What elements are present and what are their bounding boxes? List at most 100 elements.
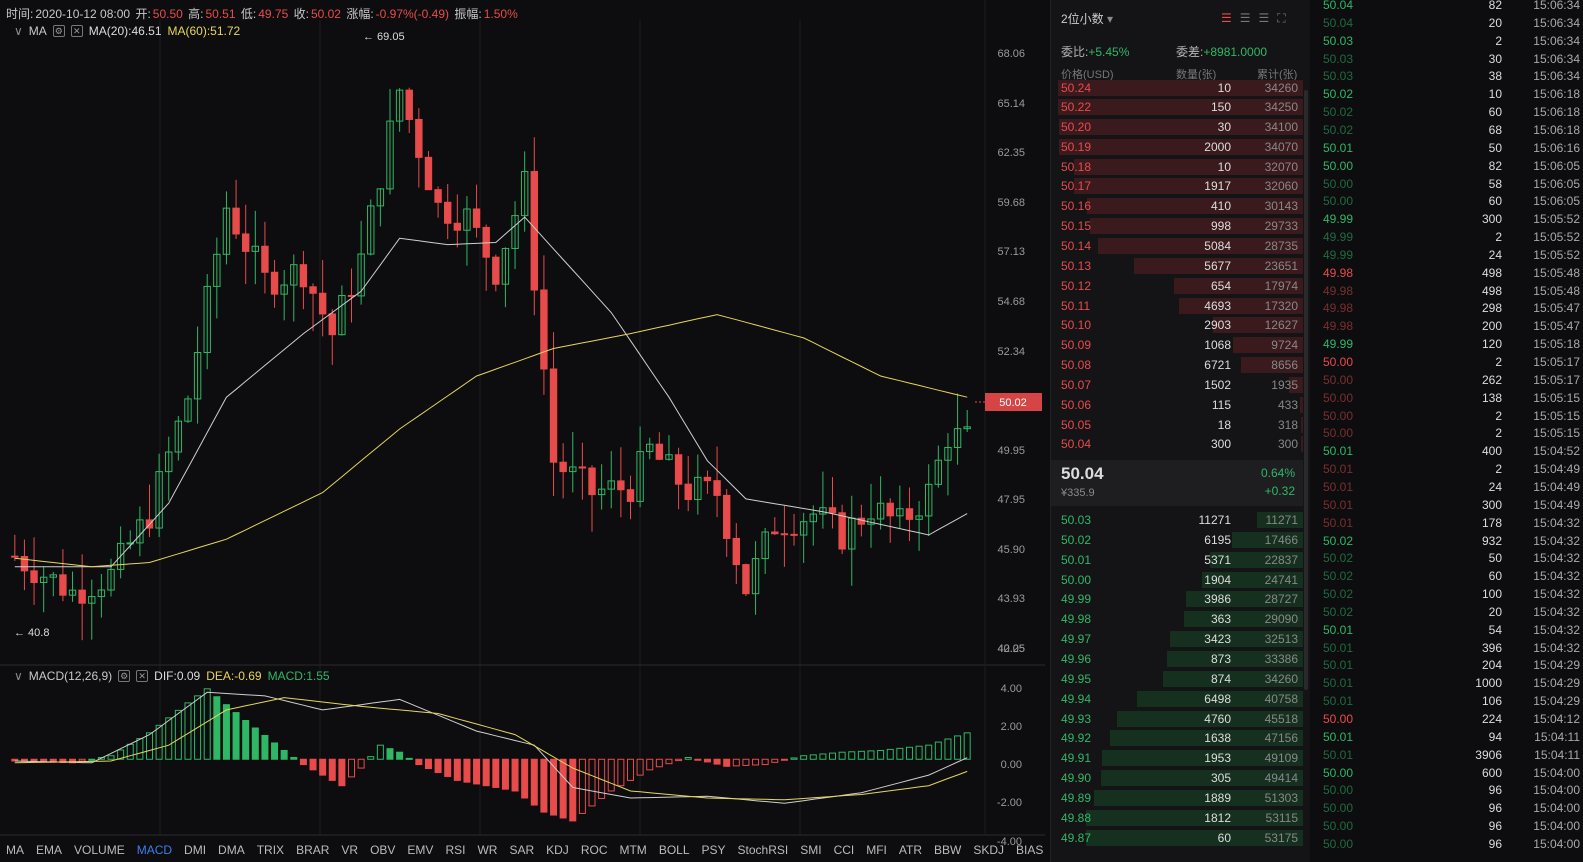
bid-row[interactable]: 50.02 6195 17466 — [1051, 530, 1303, 550]
indicator-tab-dma[interactable]: DMA — [218, 842, 245, 857]
ask-row[interactable]: 50.11 4693 17320 — [1051, 296, 1303, 316]
order-book: 2位小数 ▾ ☰ ☰ ☰ ⛶ 委比:+5.45% 委差:+8981.0000 价… — [1050, 0, 1310, 862]
bid-row[interactable]: 49.98 363 29090 — [1051, 609, 1303, 629]
indicator-tab-bbw[interactable]: BBW — [934, 842, 962, 857]
ask-row[interactable]: 50.15 998 29733 — [1051, 216, 1303, 236]
bid-row[interactable]: 50.01 5371 22837 — [1051, 550, 1303, 570]
bid-row[interactable]: 49.90 305 49414 — [1051, 768, 1303, 788]
view-bids-icon[interactable]: ☰ — [1239, 11, 1251, 25]
expand-icon[interactable]: ⛶ — [1277, 11, 1286, 25]
indicator-tab-kdj[interactable]: KDJ — [546, 842, 569, 857]
chart-canvas[interactable]: 68.06 65.14 62.35 59.68 57.13 54.68 52.34 49.95… — [0, 0, 1050, 862]
bid-row[interactable]: 50.03 11271 11271 — [1051, 510, 1303, 530]
indicator-tab-vr[interactable]: VR — [341, 842, 359, 857]
close-icon[interactable]: ✕ — [136, 670, 149, 682]
current-price-label: 50.02 — [999, 397, 1027, 409]
ask-row[interactable]: 50.06 115 433 — [1051, 395, 1303, 415]
ask-row[interactable]: 50.12 654 17974 — [1051, 276, 1303, 296]
ask-row[interactable]: 50.19 2000 34070 — [1051, 137, 1303, 157]
ask-row[interactable]: 50.05 18 318 — [1051, 415, 1303, 435]
bid-row[interactable]: 49.91 1953 49109 — [1051, 748, 1303, 768]
indicator-tab-brar[interactable]: BRAR — [296, 842, 330, 857]
bid-row[interactable]: 49.89 1889 51303 — [1051, 788, 1303, 808]
candle-body — [578, 466, 587, 469]
indicator-tab-bias[interactable]: BIAS — [1016, 842, 1044, 857]
bid-row[interactable]: 49.93 4760 45518 — [1051, 709, 1303, 729]
indicator-tab-emv[interactable]: EMV — [407, 842, 434, 857]
ask-row[interactable]: 50.13 5677 23651 — [1051, 256, 1303, 276]
indicator-tab-volume[interactable]: VOLUME — [74, 842, 125, 857]
bid-row[interactable]: 49.92 1638 47156 — [1051, 728, 1303, 748]
collapse-chevron-icon[interactable]: ∨ — [14, 24, 23, 38]
indicator-tab-dmi[interactable]: DMI — [184, 842, 207, 857]
order-price: 49.87 — [1061, 830, 1092, 845]
trade-price: 50.00 — [1323, 390, 1354, 405]
ask-row[interactable]: 50.16 410 30143 — [1051, 196, 1303, 216]
ask-row[interactable]: 50.04 300 300 — [1051, 434, 1303, 454]
indicator-tab-rsi[interactable]: RSI — [445, 842, 466, 857]
bid-row[interactable]: 49.87 60 53175 — [1051, 828, 1303, 848]
trade-price: 50.00 — [1323, 158, 1354, 173]
precision-select[interactable]: 2位小数 ▾ — [1061, 10, 1113, 27]
bid-row[interactable]: 49.94 6498 40758 — [1051, 689, 1303, 709]
candle-body — [857, 517, 866, 525]
view-both-icon[interactable]: ☰ — [1221, 11, 1232, 25]
kline-chart[interactable]: 68.06 65.14 62.35 59.68 57.13 54.68 52.34 49.95… — [0, 0, 1050, 862]
indicator-tab-stochrsi[interactable]: StochRSI — [737, 842, 789, 857]
orderbook-scrollbar[interactable] — [1304, 90, 1308, 690]
ask-row[interactable]: 50.10 2903 12627 — [1051, 315, 1303, 335]
indicator-tab-ma[interactable]: MA — [6, 842, 24, 857]
macd-histogram-bar — [376, 744, 384, 760]
indicator-tab-atr[interactable]: ATR — [898, 842, 923, 857]
ask-row[interactable]: 50.08 6721 8656 — [1051, 355, 1303, 375]
indicator-tab-mfi[interactable]: MFI — [866, 842, 887, 857]
ask-row[interactable]: 50.18 10 32070 — [1051, 157, 1303, 177]
settings-icon[interactable]: ⚙ — [52, 25, 65, 37]
bid-row[interactable]: 49.97 3423 32513 — [1051, 629, 1303, 649]
candle-body — [299, 264, 308, 288]
view-asks-icon[interactable]: ☰ — [1258, 11, 1270, 25]
ask-row[interactable]: 50.20 30 34100 — [1051, 117, 1303, 137]
bid-row[interactable]: 50.00 1904 24741 — [1051, 570, 1303, 590]
close-icon[interactable]: ✕ — [70, 25, 83, 37]
trade-time: 15:05:52 — [1533, 212, 1580, 227]
macd-histogram-bar — [444, 758, 452, 777]
ask-row[interactable]: 50.09 1068 9724 — [1051, 335, 1303, 355]
trade-qty: 498 — [1481, 283, 1502, 298]
ask-row[interactable]: 50.24 10 34260 — [1051, 78, 1303, 98]
depth-bar — [1101, 770, 1303, 787]
indicator-tab-mtm[interactable]: MTM — [619, 842, 647, 857]
indicator-tab-ema[interactable]: EMA — [36, 842, 63, 857]
indicator-tab-wr[interactable]: WR — [477, 842, 498, 857]
indicator-tab-obv[interactable]: OBV — [370, 842, 396, 857]
indicator-tab-skdj[interactable]: SKDJ — [973, 842, 1005, 857]
ask-row[interactable]: 50.22 150 34250 — [1051, 97, 1303, 117]
collapse-chevron-icon[interactable]: ∨ — [14, 669, 23, 683]
trade-time: 15:04:00 — [1533, 783, 1580, 798]
ask-row[interactable]: 50.07 1502 1935 — [1051, 375, 1303, 395]
bid-row[interactable]: 49.88 1812 53115 — [1051, 808, 1303, 828]
indicator-tab-cci[interactable]: CCI — [833, 842, 855, 857]
indicator-tab-trix[interactable]: TRIX — [256, 842, 285, 857]
macd-histogram-bar — [771, 758, 779, 763]
bid-row[interactable]: 49.99 3986 28727 — [1051, 589, 1303, 609]
bid-row[interactable]: 49.96 873 33386 — [1051, 649, 1303, 669]
trade-time: 15:04:32 — [1533, 587, 1580, 602]
depth-bar — [1299, 396, 1303, 413]
indicator-tab-boll[interactable]: BOLL — [658, 842, 690, 857]
candle-body — [722, 494, 731, 539]
settings-icon[interactable]: ⚙ — [118, 670, 131, 682]
candle-body — [78, 589, 86, 604]
candle-body — [588, 467, 596, 496]
indicator-tab-sar[interactable]: SAR — [509, 842, 535, 857]
ask-row[interactable]: 50.14 5084 28735 — [1051, 236, 1303, 256]
order-cum: 29733 — [1264, 219, 1298, 234]
indicator-tab-psy[interactable]: PSY — [701, 842, 726, 857]
indicator-tab-smi[interactable]: SMI — [800, 842, 822, 857]
indicator-tab-roc[interactable]: ROC — [580, 842, 608, 857]
trade-row: 50.04 82 15:06:34 — [1312, 0, 1583, 15]
bid-row[interactable]: 49.95 874 34260 — [1051, 669, 1303, 689]
ask-row[interactable]: 50.17 1917 32060 — [1051, 176, 1303, 196]
indicator-tab-macd[interactable]: MACD — [136, 842, 173, 857]
candle-body — [482, 226, 490, 258]
